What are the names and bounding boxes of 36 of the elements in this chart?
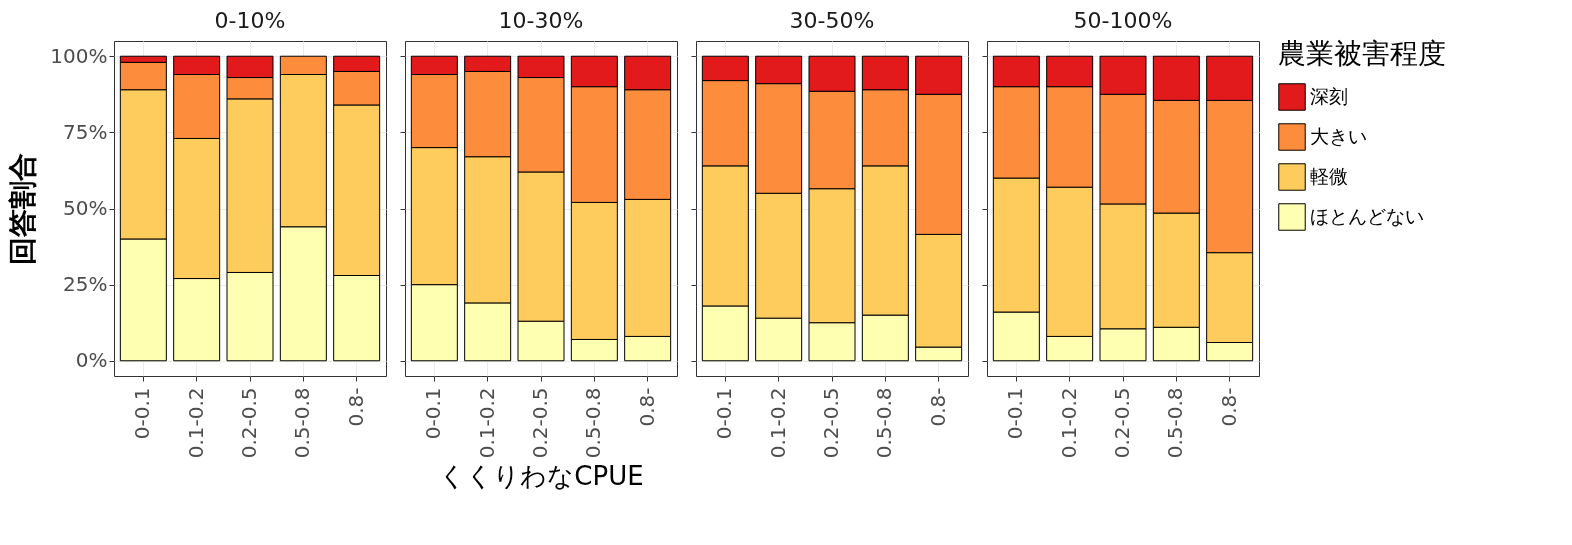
x-tick-label: 0.1-0.2 bbox=[474, 387, 499, 459]
x-tick-label: 0.8- bbox=[343, 387, 368, 427]
x-tick-label: 0.5-0.8 bbox=[290, 387, 315, 459]
x-tick-label: 0-0.1 bbox=[712, 387, 737, 440]
legend-label: 深刻 bbox=[1310, 85, 1348, 107]
x-tick-label: 0.2-0.5 bbox=[819, 387, 843, 459]
y-axis-title: 回答割合 bbox=[6, 153, 40, 265]
x-tick-label: 0.8- bbox=[1216, 387, 1241, 427]
x-tick-label: 0.2-0.5 bbox=[1110, 387, 1134, 459]
x-tick-label: 0.2-0.5 bbox=[237, 387, 261, 459]
x-axis-title: くくりわなCPUE bbox=[439, 461, 644, 492]
x-tick-label: 0.8- bbox=[925, 387, 950, 427]
x-tick-label: 0.5-0.8 bbox=[872, 387, 897, 459]
x-tick-label: 0.5-0.8 bbox=[581, 387, 606, 459]
chart-title: 0-10% bbox=[214, 8, 286, 33]
x-tick-label: 0.5-0.8 bbox=[1163, 387, 1188, 459]
x-tick-label: 0.2-0.5 bbox=[528, 387, 552, 459]
y-tick-label: 0% bbox=[75, 348, 108, 373]
chart-title: 10-30% bbox=[498, 8, 584, 33]
legend-title: 農業被害程度 bbox=[1278, 37, 1446, 70]
x-tick-label: 0.1-0.2 bbox=[183, 387, 208, 459]
x-tick-label: 0-0.1 bbox=[421, 387, 446, 440]
legend-label: 大きい bbox=[1310, 125, 1367, 147]
y-tick-label: 25% bbox=[63, 272, 108, 297]
y-tick-label: 100% bbox=[50, 43, 108, 68]
chart-title: 50-100% bbox=[1073, 8, 1173, 33]
x-tick-label: 0.1-0.2 bbox=[765, 387, 790, 459]
x-tick-label: 0-0.1 bbox=[130, 387, 155, 440]
legend-label: 軽微 bbox=[1310, 165, 1348, 187]
x-tick-label: 0.1-0.2 bbox=[1056, 387, 1081, 459]
x-tick-label: 0.8- bbox=[634, 387, 659, 427]
x-tick-label: 0-0.1 bbox=[1003, 387, 1028, 440]
legend-label: ほとんどない bbox=[1310, 205, 1424, 227]
y-tick-label: 75% bbox=[63, 119, 108, 144]
chart-title: 30-50% bbox=[789, 8, 875, 33]
y-tick-label: 50% bbox=[63, 196, 108, 220]
